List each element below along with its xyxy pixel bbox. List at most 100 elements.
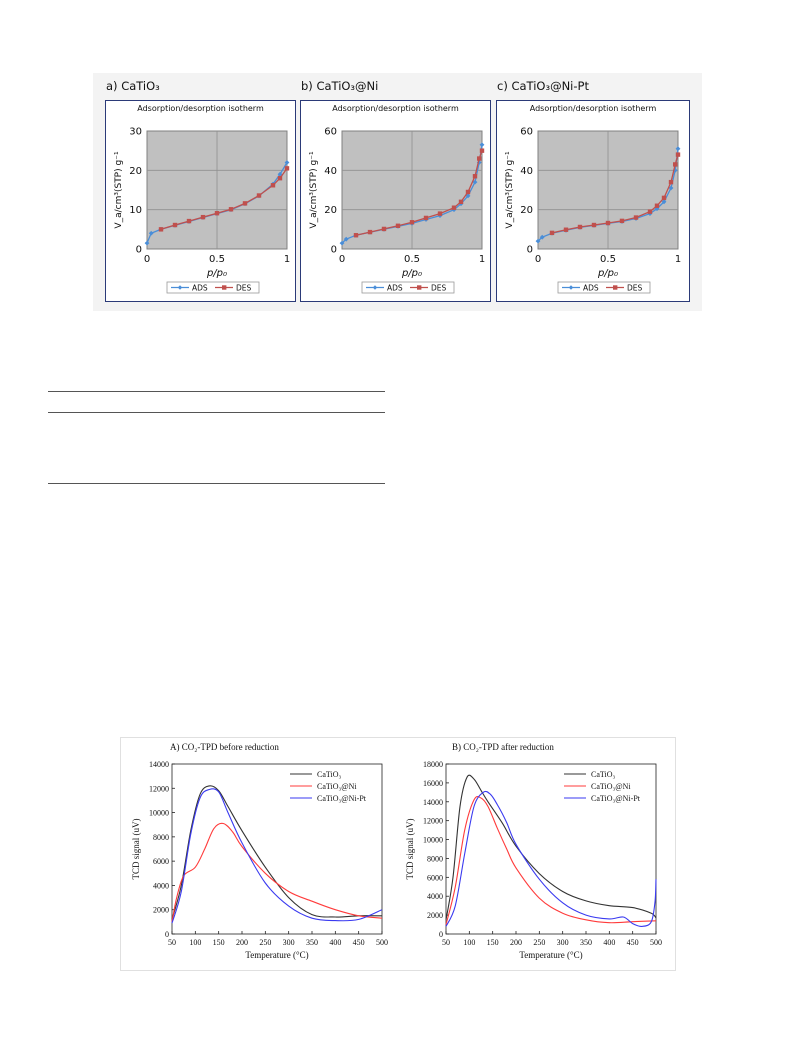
y-tick-label: 14000 [423, 798, 443, 807]
y-axis-label: TCD signal (uV) [131, 819, 141, 880]
y-tick-label: 6000 [153, 857, 169, 866]
y-tick-label: 0 [527, 245, 533, 256]
table-bottom-rule [48, 483, 385, 484]
series-line-2 [171, 788, 383, 924]
x-tick-label: 350 [580, 938, 592, 947]
legend-label-1: CaTiO₃@Ni [591, 782, 631, 791]
plot-frame [445, 763, 657, 935]
x-tick-label: 500 [650, 938, 662, 947]
data-point-des [472, 174, 478, 179]
legend-box [166, 281, 260, 294]
legend-des-marker [222, 285, 227, 290]
series-line-0 [445, 774, 657, 920]
x-tick-label: 150 [487, 938, 499, 947]
isotherm-panel-b-label: b) CaTiO₃@Ni [301, 79, 379, 93]
series-line-1 [445, 795, 657, 925]
isotherm-chart-b: 0 20 40 60 0 0.5 1 p/p₀ V_a/cm³(STP) g⁻¹ ADS DES [309, 127, 485, 294]
y-tick-label: 8000 [427, 854, 443, 863]
data-point-des [242, 201, 248, 206]
data-point-des [563, 227, 569, 232]
tpd-chart-a: 0 2000 4000 6000 8000 10000 12000 14000 50 100 150… [131, 760, 388, 960]
y-tick-label: 0 [165, 930, 169, 939]
tpd-figure-frame [120, 737, 676, 971]
x-tick-label: 500 [376, 938, 388, 947]
data-point-des [423, 215, 429, 221]
isotherm-panel-c: Adsorption/desorption isotherm 0 20 40 60 0 0… [496, 100, 690, 302]
data-point-des [479, 148, 485, 153]
data-point-des [158, 227, 164, 232]
y-axis-label: V_a/cm³(STP) g⁻¹ [114, 151, 124, 229]
x-tick-label: 400 [603, 938, 615, 947]
y-tick-label: 60 [520, 127, 533, 138]
x-axis-label: p/p₀ [401, 268, 422, 279]
legend-des-marker [417, 285, 422, 290]
x-tick-label: 450 [353, 938, 365, 947]
isotherm-panel-b: Adsorption/desorption isotherm 0 20 40 60 0 0… [300, 100, 491, 302]
data-point-des [654, 203, 660, 208]
x-tick-label: 0.5 [600, 254, 616, 265]
legend-des-label: DES [627, 284, 643, 293]
legend-label-2: CaTiO₃@Ni-Pt [591, 794, 641, 803]
y-tick-label: 4000 [427, 892, 443, 901]
x-tick-label: 1 [284, 254, 290, 265]
isotherm-panel-a-label: a) CaTiO₃ [106, 79, 160, 93]
plot-frame [171, 763, 383, 935]
x-tick-label: 300 [557, 938, 569, 947]
y-tick-label: 40 [520, 166, 533, 177]
x-tick-label: 250 [259, 938, 271, 947]
legend-box [557, 281, 651, 294]
data-point-des [619, 218, 625, 224]
x-tick-label: 150 [213, 938, 225, 947]
legend-label-1: CaTiO₃@Ni [317, 782, 357, 791]
data-point-ads [654, 206, 660, 212]
y-axis-label: V_a/cm³(STP) g⁻¹ [505, 151, 515, 229]
x-axis-label: p/p₀ [206, 268, 227, 279]
x-tick-label: 0.5 [404, 254, 420, 265]
data-point-des [458, 199, 464, 204]
y-tick-label: 4000 [153, 881, 169, 890]
legend-ads-label: ADS [192, 284, 208, 293]
isotherm-chart-a: 0 10 20 30 0 0.5 1 p/p₀ V_a/cm³(STP) g⁻¹ ADS DES [114, 127, 290, 294]
data-point-des [675, 152, 681, 157]
data-point-des [673, 162, 678, 167]
x-axis-label: Temperature (°C) [519, 950, 582, 960]
y-tick-label: 20 [520, 205, 533, 216]
x-tick-label: 200 [236, 938, 248, 947]
y-tick-label: 10000 [149, 809, 169, 818]
series-line-1 [171, 822, 383, 923]
legend-ads-label: ADS [583, 284, 599, 293]
y-tick-label: 12000 [149, 784, 169, 793]
data-point-des [228, 207, 234, 212]
data-point-des [605, 220, 611, 226]
data-point-des [367, 229, 373, 235]
data-point-des [465, 189, 471, 195]
data-point-des [186, 218, 192, 224]
x-tick-label: 250 [533, 938, 545, 947]
y-tick-label: 20 [324, 205, 337, 216]
x-tick-label: 0 [535, 254, 541, 265]
isotherm-panel-c-subtitle: Adsorption/desorption isotherm [529, 104, 657, 113]
data-point-des [451, 205, 457, 210]
x-axis-label: Temperature (°C) [245, 950, 308, 960]
isotherm-chart-c: 0 20 40 60 0 0.5 1 p/p₀ V_a/cm³(STP) g⁻¹ ADS DES [505, 127, 681, 294]
x-tick-label: 0 [339, 254, 345, 265]
legend-des-label: DES [236, 284, 252, 293]
data-point-des [256, 193, 262, 198]
y-tick-label: 8000 [153, 833, 169, 842]
legend-des-marker [613, 285, 618, 290]
series-line-0 [171, 785, 383, 920]
y-tick-label: 16000 [423, 779, 443, 788]
data-point-des [591, 222, 597, 228]
data-point-ads [661, 199, 667, 205]
x-tick-label: 1 [675, 254, 681, 265]
y-tick-label: 30 [129, 127, 142, 138]
y-tick-label: 2000 [153, 906, 169, 915]
y-tick-label: 6000 [427, 873, 443, 882]
x-tick-label: 0 [144, 254, 150, 265]
data-point-des [549, 230, 555, 236]
data-point-des [633, 215, 639, 220]
y-tick-label: 18000 [423, 760, 443, 769]
data-point-des [577, 224, 583, 230]
x-tick-label: 1 [479, 254, 485, 265]
legend-label-0: CaTiO₃ [317, 770, 341, 779]
